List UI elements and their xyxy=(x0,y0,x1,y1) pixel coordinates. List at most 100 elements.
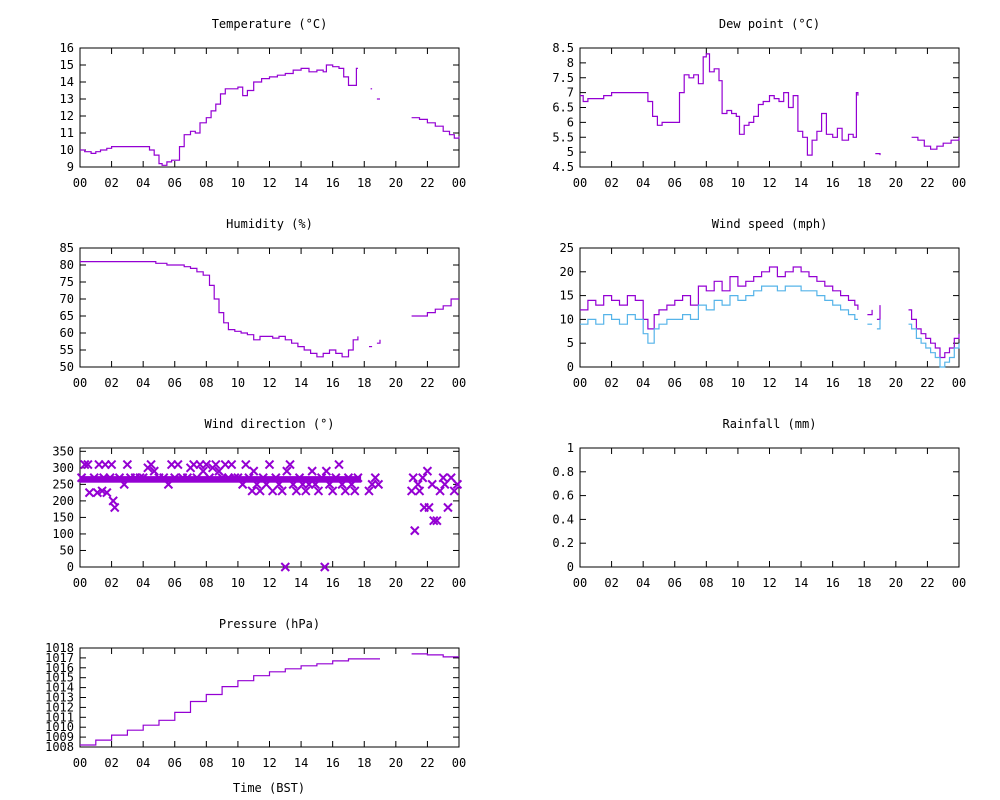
direction-point xyxy=(149,466,159,476)
direction-point xyxy=(443,502,453,513)
y-tick-label: 1009 xyxy=(45,730,74,744)
chart-wind_direction: Wind direction (°) 0 50 100 150 200 250 300 350 0… xyxy=(52,417,466,590)
y-tick-label: 50 xyxy=(60,360,74,374)
y-tick-label: 8.5 xyxy=(552,41,574,55)
y-tick-label: 0.6 xyxy=(552,489,574,503)
y-tick-label: 50 xyxy=(60,543,74,557)
y-tick-label: 16 xyxy=(60,41,74,55)
y-tick-label: 200 xyxy=(52,494,74,508)
x-tick-label: 04 xyxy=(136,756,150,770)
plot-frame xyxy=(79,247,460,368)
x-tick-label: 08 xyxy=(199,576,213,590)
direction-point xyxy=(280,562,290,572)
direction-point xyxy=(110,502,120,513)
chart-title: Temperature (°C) xyxy=(212,17,328,31)
y-tick-label: 15 xyxy=(60,58,74,72)
x-tick-label: 16 xyxy=(325,576,339,590)
y-tick-label: 6 xyxy=(567,115,574,129)
direction-point xyxy=(122,459,133,470)
direction-point xyxy=(301,486,311,496)
y-tick-label: 1016 xyxy=(45,661,74,675)
x-tick-label: 22 xyxy=(920,376,934,390)
plot-frame xyxy=(79,647,460,748)
x-tick-label: 20 xyxy=(389,756,403,770)
x-tick-label: 08 xyxy=(199,756,213,770)
direction-point xyxy=(83,459,93,470)
direction-point xyxy=(158,473,169,483)
y-tick-label: 85 xyxy=(60,241,74,255)
x-tick-label: 18 xyxy=(357,756,371,770)
y-tick-label: 1008 xyxy=(45,740,74,754)
y-tick-label: 8 xyxy=(567,56,574,70)
x-tick-label: 16 xyxy=(325,756,339,770)
direction-point xyxy=(410,525,420,536)
x-tick-label: 22 xyxy=(420,376,434,390)
x-tick-label: 22 xyxy=(420,176,434,190)
x-tick-label: 00 xyxy=(73,376,87,390)
x-tick-label: 02 xyxy=(104,576,118,590)
x-tick-label: 00 xyxy=(573,176,587,190)
chart-pressure: Pressure (hPa)10081009101010111012101310… xyxy=(45,617,466,770)
x-tick-label: 18 xyxy=(857,176,871,190)
direction-point xyxy=(429,516,439,526)
x-tick-label: 00 xyxy=(573,576,587,590)
plot-frame xyxy=(79,47,460,168)
y-tick-label: 0 xyxy=(67,560,74,574)
x-tick-label: 12 xyxy=(762,576,776,590)
y-tick-label: 1014 xyxy=(45,681,74,695)
direction-point xyxy=(353,473,363,483)
direction-point xyxy=(417,473,428,483)
direction-point xyxy=(84,487,95,498)
x-tick-label: 00 xyxy=(452,576,466,590)
y-tick-label: 65 xyxy=(60,309,74,323)
series-line xyxy=(80,261,359,358)
x-axis-label: Time (BST) xyxy=(233,781,305,795)
y-tick-label: 1 xyxy=(567,441,574,455)
chart-title: Dew point (°C) xyxy=(719,17,820,31)
x-tick-label: 00 xyxy=(73,176,87,190)
x-tick-label: 06 xyxy=(668,176,682,190)
y-tick-label: 4.5 xyxy=(552,160,574,174)
direction-point xyxy=(277,486,287,496)
x-tick-label: 12 xyxy=(762,176,776,190)
chart-dew_point: Dew point (°C) 4.555.566.577.588.5 00 02 04 0… xyxy=(552,17,966,190)
series-line xyxy=(908,309,960,359)
direction-point xyxy=(249,466,259,476)
x-tick-label: 00 xyxy=(452,176,466,190)
series-line xyxy=(411,298,459,317)
direction-point xyxy=(373,479,384,490)
direction-point xyxy=(226,459,237,470)
x-tick-label: 22 xyxy=(920,176,934,190)
y-tick-label: 14 xyxy=(60,75,74,89)
series-line xyxy=(411,653,459,658)
x-tick-label: 06 xyxy=(168,576,182,590)
x-tick-label: 00 xyxy=(73,756,87,770)
direction-point xyxy=(321,466,332,476)
x-tick-label: 22 xyxy=(420,576,434,590)
direction-point xyxy=(247,486,257,496)
chart-rainfall: Rainfall (mm) 0 0.2 0.4 0.6 0.8 1 00 02 04 06 08 10 1… xyxy=(552,417,966,590)
direction-point xyxy=(413,479,423,490)
direction-point xyxy=(282,466,292,476)
direction-point xyxy=(173,459,183,470)
x-tick-label: 02 xyxy=(104,756,118,770)
direction-point xyxy=(138,473,148,483)
y-tick-label: 1012 xyxy=(45,700,74,714)
direction-point xyxy=(343,473,354,483)
x-tick-label: 02 xyxy=(604,176,618,190)
series-line xyxy=(911,136,960,150)
direction-point xyxy=(264,459,275,470)
direction-point xyxy=(438,473,448,483)
series-line xyxy=(580,285,858,344)
y-tick-label: 20 xyxy=(560,265,574,279)
direction-point xyxy=(408,473,418,483)
x-tick-label: 12 xyxy=(262,376,276,390)
direction-point xyxy=(108,496,118,506)
x-tick-label: 10 xyxy=(731,576,745,590)
x-tick-label: 00 xyxy=(573,376,587,390)
y-tick-label: 25 xyxy=(560,241,574,255)
y-tick-label: 12 xyxy=(60,109,74,123)
series-line xyxy=(875,153,881,156)
y-tick-label: 70 xyxy=(60,292,74,306)
y-tick-label: 0.4 xyxy=(552,512,574,526)
